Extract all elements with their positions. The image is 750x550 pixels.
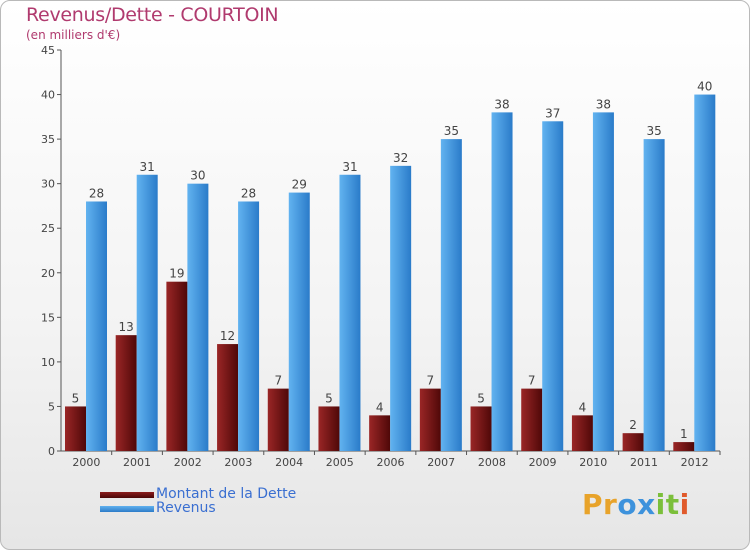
x-tick-label: 2012: [681, 456, 709, 469]
chart-subtitle: (en milliers d'€): [26, 28, 121, 42]
data-label-dette: 7: [274, 374, 282, 388]
bar-revenus: [238, 201, 260, 451]
x-tick-label: 2011: [630, 456, 658, 469]
data-label-revenus: 38: [494, 97, 509, 111]
data-label-revenus: 28: [89, 186, 104, 200]
data-label-dette: 19: [169, 267, 184, 281]
bar-dette: [571, 415, 593, 451]
x-tick-label: 2005: [326, 456, 354, 469]
bar-dette: [65, 406, 86, 451]
bar-revenus: [86, 201, 107, 451]
bar-dette: [673, 442, 695, 451]
y-tick-label: 10: [41, 356, 55, 369]
data-label-revenus: 38: [596, 97, 611, 111]
bar-dette: [369, 415, 391, 451]
data-label-revenus: 31: [342, 160, 357, 174]
data-label-revenus: 35: [646, 124, 661, 138]
x-tick-label: 2003: [224, 456, 252, 469]
logo-letter: t: [665, 488, 680, 521]
x-tick-label: 2001: [123, 456, 151, 469]
x-tick-label: 2004: [275, 456, 303, 469]
logo-letter: o: [617, 488, 638, 521]
bar-dette: [166, 281, 188, 451]
legend-swatch-revenus: [100, 506, 154, 512]
x-tick-label: 2007: [427, 456, 455, 469]
bar-revenus: [542, 121, 564, 452]
chart-title: Revenus/Dette - COURTOIN: [26, 4, 279, 26]
x-tick-label: 2008: [478, 456, 506, 469]
x-tick-label: 2006: [377, 456, 405, 469]
x-tick-label: 2002: [174, 456, 202, 469]
data-label-dette: 13: [119, 320, 134, 334]
data-label-dette: 7: [427, 374, 435, 388]
bar-dette: [217, 344, 239, 451]
data-label-dette: 7: [528, 374, 536, 388]
bar-dette: [115, 335, 137, 451]
y-tick-label: 30: [41, 178, 55, 191]
y-tick-label: 5: [48, 400, 55, 413]
bar-revenus: [288, 192, 310, 452]
data-label-revenus: 29: [292, 178, 307, 192]
x-tick-label: 2009: [529, 456, 557, 469]
legend-label-dette: Montant de la Dette: [156, 486, 297, 502]
data-label-revenus: 31: [140, 160, 155, 174]
data-label-dette: 5: [72, 391, 80, 405]
bar-revenus: [390, 165, 412, 451]
bar-revenus: [136, 174, 158, 451]
data-label-dette: 2: [629, 418, 637, 432]
bar-dette: [267, 388, 289, 451]
bar-revenus: [440, 139, 462, 451]
data-label-revenus: 37: [545, 106, 560, 120]
bar-dette: [470, 406, 492, 451]
y-tick-label: 35: [41, 133, 55, 146]
bar-dette: [419, 388, 441, 451]
data-label-dette: 5: [477, 391, 485, 405]
bar-revenus: [694, 94, 716, 452]
y-tick-label: 45: [41, 44, 55, 57]
bar-revenus: [339, 174, 361, 451]
data-label-revenus: 28: [241, 186, 256, 200]
data-label-dette: 4: [376, 400, 384, 414]
bar-revenus: [592, 112, 614, 451]
data-label-revenus: 30: [190, 169, 205, 183]
data-label-dette: 1: [680, 427, 688, 441]
logo-letter: P: [582, 488, 604, 521]
x-tick-label: 2010: [579, 456, 607, 469]
data-label-dette: 4: [579, 400, 587, 414]
data-label-dette: 12: [220, 329, 235, 343]
y-tick-label: 20: [41, 267, 55, 280]
logo-letter: i: [655, 488, 666, 521]
legend-label-revenus: Revenus: [156, 500, 216, 516]
bar-dette: [622, 433, 644, 451]
y-tick-label: 15: [41, 311, 55, 324]
data-label-revenus: 32: [393, 151, 408, 165]
x-tick-label: 2000: [72, 456, 100, 469]
legend-swatch-dette: [100, 492, 154, 498]
bar-revenus: [643, 139, 665, 451]
bar-revenus: [491, 112, 513, 451]
y-tick-label: 40: [41, 89, 55, 102]
logo-letter: i: [679, 488, 690, 521]
bar-dette: [318, 406, 340, 451]
data-label-dette: 5: [325, 391, 333, 405]
bar-revenus: [187, 183, 209, 451]
y-tick-label: 0: [48, 445, 55, 458]
bar-dette: [521, 388, 543, 451]
proxiti-logo: Proxiti: [582, 488, 690, 521]
logo-letter: r: [603, 488, 618, 521]
data-label-revenus: 40: [697, 80, 712, 94]
y-tick-label: 25: [41, 222, 55, 235]
data-label-revenus: 35: [444, 124, 459, 138]
logo-letter: x: [637, 488, 656, 521]
